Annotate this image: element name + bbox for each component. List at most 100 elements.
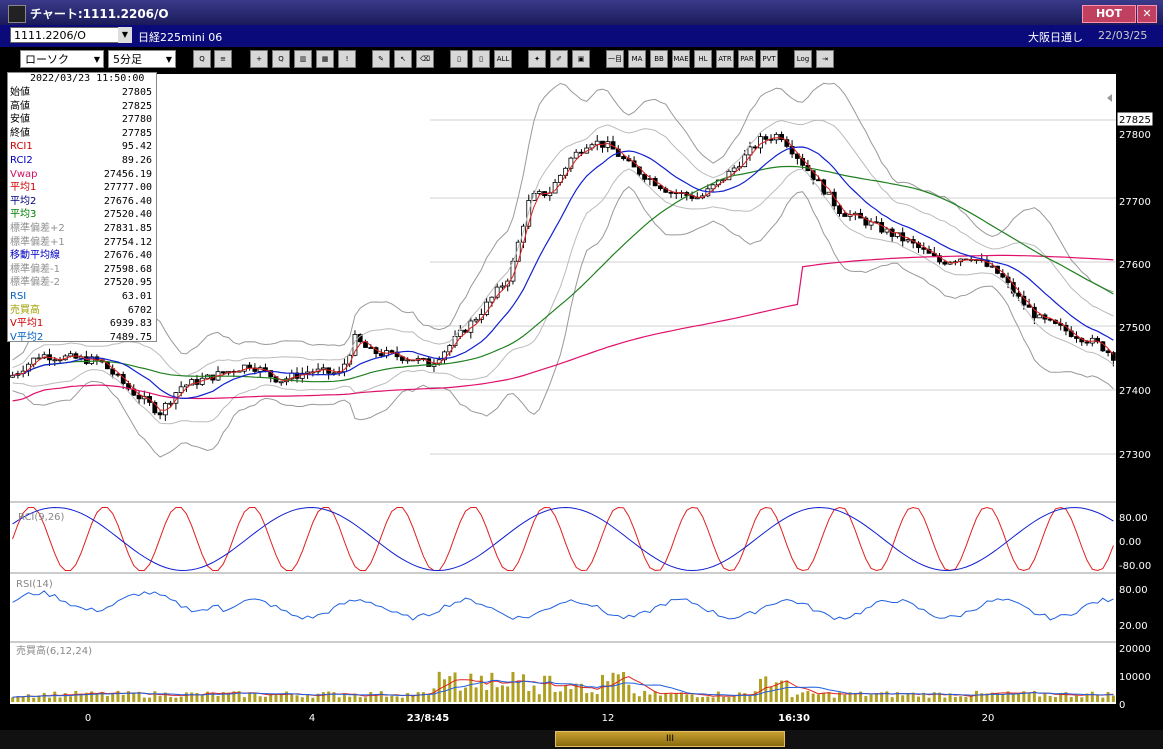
volume-bar: [885, 691, 889, 702]
volume-bar: [427, 693, 431, 702]
candle-icon[interactable]: ▯: [450, 50, 468, 68]
hl-icon[interactable]: HL: [694, 50, 712, 68]
volume-bar: [964, 696, 968, 702]
candle-body: [837, 205, 842, 214]
atr-icon[interactable]: ATR: [716, 50, 734, 68]
ichimoku-icon[interactable]: 一目: [606, 50, 624, 68]
search-chart-icon[interactable]: Q: [272, 50, 290, 68]
volume-bar: [759, 678, 762, 702]
volume-bar: [37, 695, 41, 702]
info-row-label: 標準偏差-1: [10, 263, 60, 275]
volume-bar: [279, 693, 283, 702]
color-bars-icon[interactable]: ▦: [316, 50, 334, 68]
volume-bar: [943, 697, 947, 702]
info-row-label: 平均2: [10, 195, 37, 207]
rci-panel-label: RCI(9,26): [18, 512, 65, 523]
time-scrollbar[interactable]: III: [0, 730, 1163, 749]
volume-bar: [548, 675, 552, 702]
info-row-value: 27825: [121, 100, 152, 112]
candle-body: [1000, 272, 1006, 278]
volume-bar: [664, 692, 668, 702]
candle-body: [573, 151, 579, 159]
volume-bar: [737, 692, 741, 702]
volume-bar: [369, 692, 373, 702]
chart-area[interactable]: RCI(9,26) RSI(14) 売買高(6,12,24): [10, 74, 1116, 704]
volume-bar: [996, 693, 999, 702]
volume-bar: [179, 696, 183, 702]
volume-bar: [148, 697, 152, 702]
price-tick-label: 27700: [1119, 197, 1151, 208]
info-row-value: 27777.00: [103, 182, 152, 194]
bollinger-band-line: [12, 168, 1114, 425]
candle-body: [178, 386, 184, 393]
split-icon[interactable]: ≡: [214, 50, 232, 68]
volume-bar: [421, 692, 425, 702]
volume-bar: [211, 692, 215, 702]
candle-split-icon[interactable]: ▯: [472, 50, 490, 68]
cursor-icon[interactable]: ↖: [394, 50, 412, 68]
palette-icon[interactable]: ▣: [572, 50, 590, 68]
volume-bar: [316, 693, 320, 702]
volume-bar: [490, 672, 494, 702]
candle-body: [405, 359, 411, 362]
parabolic-icon[interactable]: PAR: [738, 50, 756, 68]
pen-icon[interactable]: ✎: [372, 50, 390, 68]
volume-bar: [727, 697, 731, 702]
interval-select[interactable]: 5分足 ▼: [108, 50, 176, 68]
info-row: 平均2 27676.40: [10, 195, 154, 208]
volume-bar: [311, 697, 315, 702]
settings-icon[interactable]: ✦: [528, 50, 546, 68]
brush-icon[interactable]: ✐: [550, 50, 568, 68]
bb-icon[interactable]: BB: [650, 50, 668, 68]
volume-bar: [248, 692, 252, 702]
volume-bar: [653, 691, 657, 702]
all-icon[interactable]: ALL: [494, 50, 512, 68]
candle-body: [1095, 337, 1100, 343]
volume-bar: [395, 696, 399, 702]
candle-body: [773, 133, 779, 141]
candle-body: [320, 367, 326, 370]
volume-bar: [290, 694, 294, 702]
scrollbar-thumb[interactable]: III: [555, 731, 785, 747]
ma-icon[interactable]: MA: [628, 50, 646, 68]
volume-bar: [342, 694, 346, 702]
volume-bar: [1043, 693, 1047, 702]
symbol-dropdown-button[interactable]: ▼: [118, 27, 132, 43]
export-icon[interactable]: ⇥: [816, 50, 834, 68]
volume-bar: [859, 691, 863, 702]
info-row-value: 95.42: [121, 141, 152, 153]
volume-bar: [174, 697, 178, 702]
crosshair-icon[interactable]: +: [250, 50, 268, 68]
close-button[interactable]: ✕: [1137, 5, 1157, 23]
volume-bar: [58, 697, 62, 702]
alert-icon[interactable]: !: [338, 50, 356, 68]
volume-bar: [374, 696, 378, 702]
bollinger-band-line: [12, 186, 1114, 458]
candle-body: [241, 364, 247, 372]
volume-bar: [774, 682, 778, 702]
date-label: 22/03/25: [1098, 29, 1148, 42]
hot-button[interactable]: HOT: [1082, 5, 1136, 23]
volume-bar: [959, 696, 963, 702]
volume-bar: [674, 692, 678, 702]
volume-bar: [780, 680, 784, 702]
info-row-value: 6939.83: [109, 318, 152, 330]
chart-type-select[interactable]: ローソク ▼: [20, 50, 104, 68]
volume-bar: [242, 697, 246, 702]
volume-bar: [432, 688, 436, 702]
bar-icon[interactable]: ▥: [294, 50, 312, 68]
log-icon[interactable]: Log: [794, 50, 812, 68]
volume-bar: [137, 691, 141, 702]
candle-body: [794, 153, 800, 159]
mae-icon[interactable]: MAE: [672, 50, 690, 68]
zoom-icon[interactable]: Q: [193, 50, 211, 68]
info-row-value: 27805: [121, 87, 152, 98]
volume-tick-label: 0: [1119, 700, 1125, 711]
volume-bar: [379, 691, 383, 702]
eraser-icon[interactable]: ⌫: [416, 50, 434, 68]
volume-bar: [21, 696, 25, 702]
pvt-icon[interactable]: PVT: [760, 50, 778, 68]
volume-bar: [848, 692, 852, 702]
symbol-input[interactable]: 1111.2206/O: [10, 27, 130, 43]
rsi-line: [12, 590, 1114, 621]
